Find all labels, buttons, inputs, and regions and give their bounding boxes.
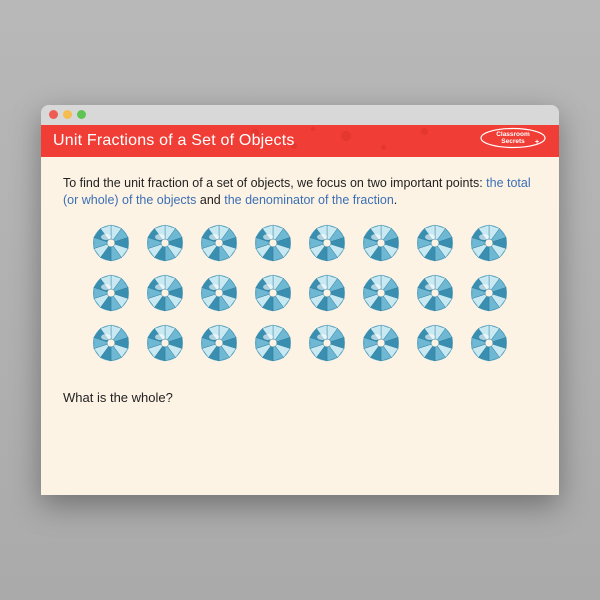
intro-text: To find the unit fraction of a set of ob… <box>63 175 537 209</box>
gem-icon <box>308 324 346 362</box>
object-grid <box>63 224 537 362</box>
gem-icon <box>200 224 238 262</box>
gem-icon <box>362 324 400 362</box>
minimize-icon[interactable] <box>63 110 72 119</box>
gem-icon <box>416 324 454 362</box>
lesson-content: To find the unit fraction of a set of ob… <box>41 157 559 496</box>
object-row <box>92 274 508 312</box>
object-row <box>92 324 508 362</box>
gem-icon <box>416 274 454 312</box>
window-titlebar <box>41 105 559 125</box>
gem-icon <box>470 324 508 362</box>
gem-icon <box>254 274 292 312</box>
lesson-header: Unit Fractions of a Set of Objects Class… <box>41 125 559 157</box>
gem-icon <box>92 224 130 262</box>
app-window: Unit Fractions of a Set of Objects Class… <box>41 105 559 496</box>
gem-icon <box>470 274 508 312</box>
close-icon[interactable] <box>49 110 58 119</box>
gem-icon <box>200 274 238 312</box>
logo-plus-icon: + <box>535 139 539 146</box>
intro-end: . <box>394 193 397 207</box>
intro-highlight-2: the denominator of the fraction <box>224 193 394 207</box>
gem-icon <box>92 274 130 312</box>
gem-icon <box>146 224 184 262</box>
gem-icon <box>308 274 346 312</box>
gem-icon <box>254 224 292 262</box>
object-row <box>92 224 508 262</box>
gem-icon <box>92 324 130 362</box>
brand-logo: Classroom Secrets + <box>479 127 547 154</box>
maximize-icon[interactable] <box>77 110 86 119</box>
logo-text-bottom: Secrets <box>501 138 525 145</box>
gem-icon <box>470 224 508 262</box>
intro-mid: and <box>196 193 224 207</box>
gem-icon <box>362 274 400 312</box>
intro-part1: To find the unit fraction of a set of ob… <box>63 176 486 190</box>
gem-icon <box>254 324 292 362</box>
gem-icon <box>200 324 238 362</box>
question-text: What is the whole? <box>63 390 537 405</box>
logo-text-top: Classroom <box>496 131 530 138</box>
gem-icon <box>308 224 346 262</box>
gem-icon <box>146 274 184 312</box>
gem-icon <box>416 224 454 262</box>
gem-icon <box>146 324 184 362</box>
gem-icon <box>362 224 400 262</box>
lesson-title: Unit Fractions of a Set of Objects <box>53 132 295 150</box>
